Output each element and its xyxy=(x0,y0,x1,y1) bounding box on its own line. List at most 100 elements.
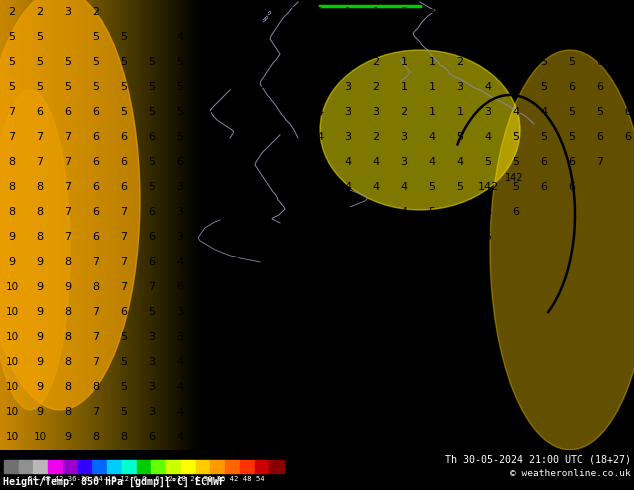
Text: 6: 6 xyxy=(65,107,72,117)
Text: 5: 5 xyxy=(148,82,155,92)
Text: 8: 8 xyxy=(36,182,44,192)
Text: 6: 6 xyxy=(624,7,631,17)
Text: 4: 4 xyxy=(288,57,295,67)
Text: 9: 9 xyxy=(36,407,44,417)
Bar xyxy=(240,460,254,473)
Text: 6: 6 xyxy=(624,57,631,67)
Text: 3: 3 xyxy=(373,107,380,117)
Text: 5: 5 xyxy=(261,132,268,142)
Text: 6: 6 xyxy=(93,207,100,217)
Text: 4: 4 xyxy=(372,182,380,192)
Text: 4: 4 xyxy=(233,82,240,92)
Bar xyxy=(34,460,48,473)
Text: 9: 9 xyxy=(36,257,44,267)
Text: 5: 5 xyxy=(512,157,519,167)
Text: 3: 3 xyxy=(233,257,240,267)
Text: 8: 8 xyxy=(93,282,100,292)
Text: 4: 4 xyxy=(372,307,380,317)
Text: 3: 3 xyxy=(456,82,463,92)
Text: 6: 6 xyxy=(148,432,155,442)
Text: 2: 2 xyxy=(288,7,295,17)
Text: 4: 4 xyxy=(344,307,352,317)
Text: 4: 4 xyxy=(176,432,184,442)
Text: 4: 4 xyxy=(344,257,352,267)
Text: 5: 5 xyxy=(176,132,183,142)
Text: 3: 3 xyxy=(233,232,240,242)
Text: 2: 2 xyxy=(401,107,408,117)
Text: 2: 2 xyxy=(456,57,463,67)
Text: 5: 5 xyxy=(429,257,436,267)
Text: 6: 6 xyxy=(597,7,604,17)
Text: 6: 6 xyxy=(569,157,576,167)
Text: 4: 4 xyxy=(316,157,323,167)
Text: 6: 6 xyxy=(597,82,604,92)
Text: 4: 4 xyxy=(344,357,352,367)
Text: 5: 5 xyxy=(93,32,100,42)
Text: 4: 4 xyxy=(344,282,352,292)
Text: 8: 8 xyxy=(8,182,16,192)
Text: 6: 6 xyxy=(569,32,576,42)
Text: 6: 6 xyxy=(148,232,155,242)
Text: 6: 6 xyxy=(176,282,183,292)
Text: 5: 5 xyxy=(120,357,127,367)
Text: 5: 5 xyxy=(512,132,519,142)
Text: 4: 4 xyxy=(316,382,323,392)
Text: 4: 4 xyxy=(429,157,436,167)
Text: -54-48-42-36-30-24-18-12-6 0  6 12 18 24 30 36 42 48 54: -54-48-42-36-30-24-18-12-6 0 6 12 18 24 … xyxy=(23,476,264,482)
Text: 4: 4 xyxy=(176,407,184,417)
Text: 8: 8 xyxy=(65,357,72,367)
Text: 4: 4 xyxy=(204,357,212,367)
Text: 6: 6 xyxy=(624,132,631,142)
Text: 4: 4 xyxy=(288,132,295,142)
Text: 5: 5 xyxy=(176,57,183,67)
Text: 4: 4 xyxy=(316,107,323,117)
Text: 7: 7 xyxy=(65,132,72,142)
Text: 5: 5 xyxy=(512,182,519,192)
Text: 4: 4 xyxy=(401,257,408,267)
Text: 5: 5 xyxy=(233,57,240,67)
Text: 4: 4 xyxy=(401,307,408,317)
Text: 8: 8 xyxy=(36,232,44,242)
Text: 3: 3 xyxy=(176,332,183,342)
Text: 5: 5 xyxy=(233,132,240,142)
Text: 4: 4 xyxy=(288,157,295,167)
Text: 4: 4 xyxy=(176,382,184,392)
Text: 5: 5 xyxy=(456,132,463,142)
Text: 4: 4 xyxy=(204,432,212,442)
Text: 5: 5 xyxy=(541,57,548,67)
Text: 7: 7 xyxy=(65,182,72,192)
Text: 5: 5 xyxy=(8,32,15,42)
Text: 5: 5 xyxy=(233,332,240,342)
Text: 8: 8 xyxy=(65,257,72,267)
Text: 2: 2 xyxy=(8,7,16,17)
Text: 3: 3 xyxy=(233,182,240,192)
Text: 4: 4 xyxy=(261,432,268,442)
Text: 3: 3 xyxy=(401,132,408,142)
Text: 6: 6 xyxy=(597,132,604,142)
Bar xyxy=(63,460,78,473)
Text: 4: 4 xyxy=(204,407,212,417)
Text: 4: 4 xyxy=(288,407,295,417)
Text: 5: 5 xyxy=(373,382,380,392)
Text: 4: 4 xyxy=(372,207,380,217)
Text: 4: 4 xyxy=(261,232,268,242)
Text: 3: 3 xyxy=(148,407,155,417)
Text: 5: 5 xyxy=(37,32,44,42)
Text: 4: 4 xyxy=(261,282,268,292)
Text: 10: 10 xyxy=(6,332,18,342)
Text: 4: 4 xyxy=(372,157,380,167)
Text: 8: 8 xyxy=(8,157,16,167)
Text: 9: 9 xyxy=(8,257,16,267)
Text: 9: 9 xyxy=(65,282,72,292)
Text: 4: 4 xyxy=(288,257,295,267)
Text: 4: 4 xyxy=(401,282,408,292)
Text: 4: 4 xyxy=(288,82,295,92)
Text: 5: 5 xyxy=(429,207,436,217)
Text: 5: 5 xyxy=(148,107,155,117)
Text: 3: 3 xyxy=(344,107,351,117)
Text: 4: 4 xyxy=(344,332,352,342)
Text: 5: 5 xyxy=(373,432,380,442)
Text: 3: 3 xyxy=(176,232,183,242)
Text: 6: 6 xyxy=(624,107,631,117)
Text: 5: 5 xyxy=(120,32,127,42)
